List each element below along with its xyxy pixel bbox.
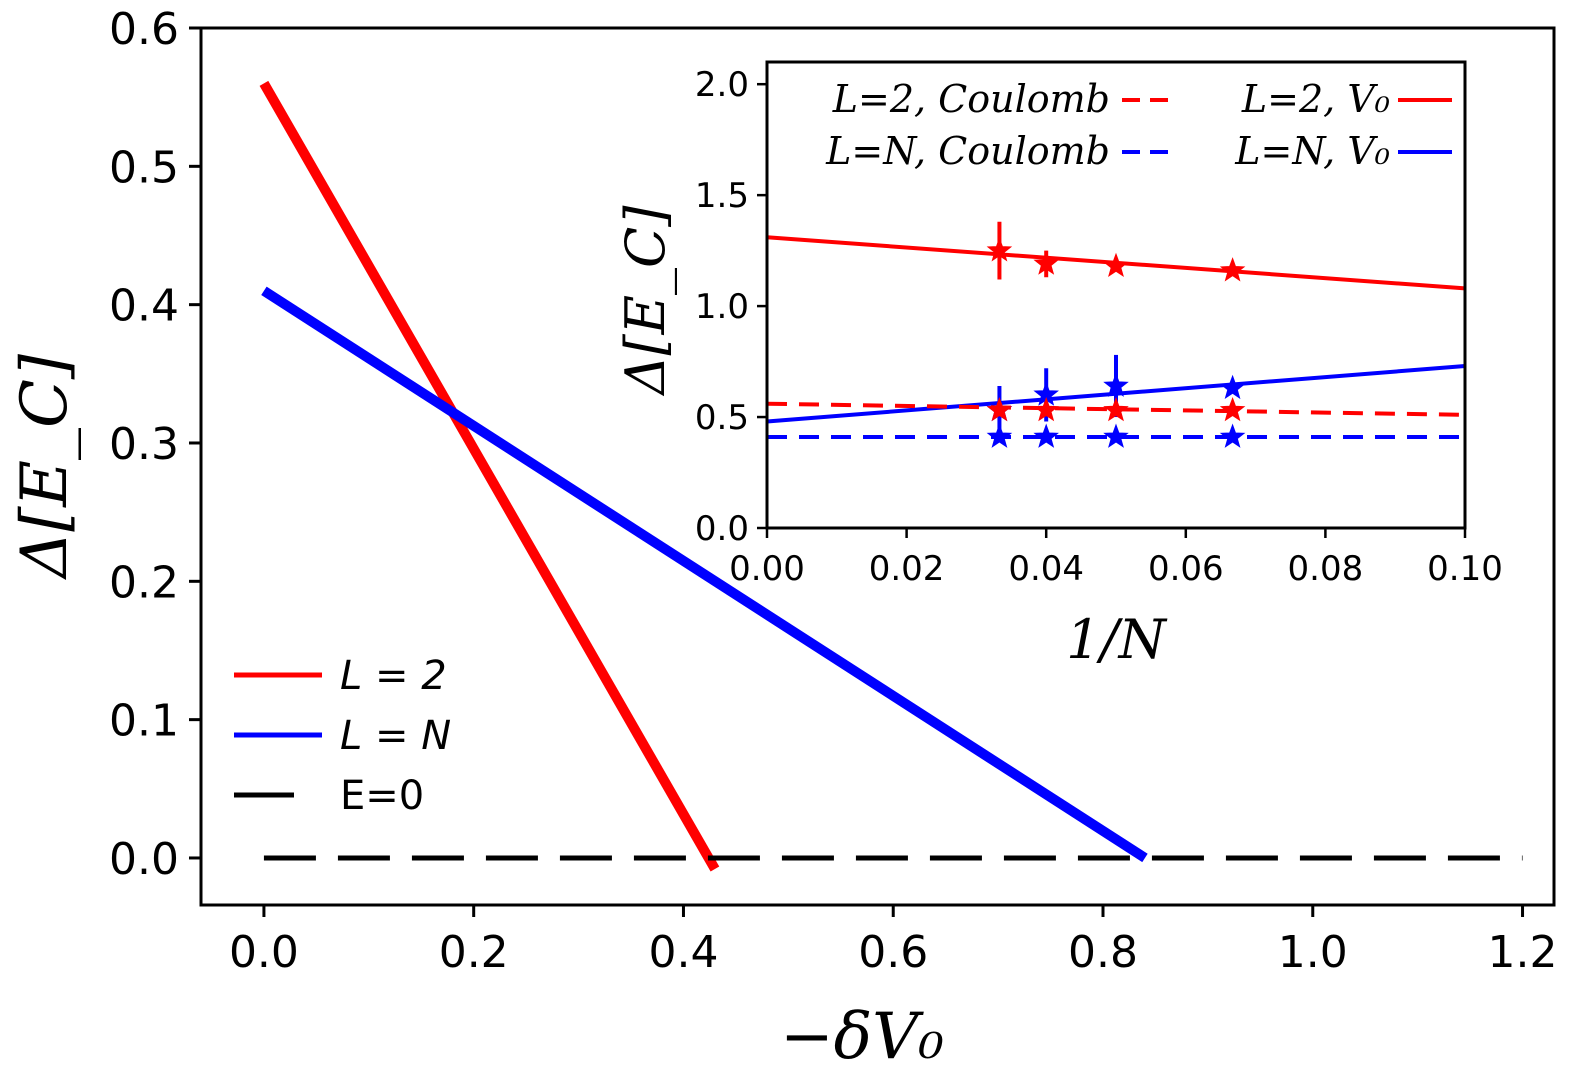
main-y-axis-label: Δ[E_C] [8, 353, 82, 581]
inset-axes: 0.00 0.02 0.04 0.06 0.08 0.10 0.0 0.5 1.0 1.5 2.0… [614, 60, 1503, 671]
main-y-ticks: 0.0 0.1 0.2 0.3 0.4 0.5 0.6 [109, 4, 201, 885]
main-x-tick-label: 0.2 [439, 927, 509, 978]
main-y-tick-label: 0.6 [109, 4, 179, 55]
inset-x-tick-label: 0.02 [869, 549, 945, 589]
inset-y-axis-label: Δ[E_C] [614, 205, 677, 397]
main-legend-label: L = 2 [340, 653, 447, 699]
inset-y-tick-label: 0.0 [695, 509, 749, 549]
inset-legend-label: L=N, Coulomb [825, 129, 1110, 173]
inset-legend-label: L=N, V₀ [1234, 129, 1390, 173]
inset-star-point [1103, 396, 1129, 422]
inset-star-point [986, 396, 1013, 422]
inset-star-point [1033, 423, 1059, 448]
inset-x-tick-label: 0.08 [1288, 549, 1364, 589]
inset-star-point [1219, 374, 1246, 400]
inset-x-axis-label: 1/N [1066, 608, 1168, 671]
inset-y-tick-label: 0.5 [695, 398, 749, 438]
inset-plot-frame [765, 60, 1467, 530]
main-series-line-0 [259, 80, 720, 872]
inset-star-point [1219, 257, 1246, 282]
inset-y-tick-label: 1.0 [695, 287, 749, 327]
inset-legend: L=2, Coulomb L=2, V₀ L=N, Coulomb L=N, V₀ [825, 77, 1452, 173]
inset-star-point [986, 423, 1013, 448]
main-series-line-1 [261, 286, 1148, 863]
inset-x-tick-label: 0.10 [1427, 549, 1503, 589]
main-legend-label: L = N [340, 713, 451, 759]
inset-y-tick-label: 2.0 [695, 65, 749, 105]
inset-star-point [1033, 250, 1059, 275]
inset-star-point [1103, 252, 1129, 278]
main-x-tick-label: 0.4 [648, 927, 718, 978]
main-plot-frame [199, 26, 1556, 907]
inset-background [767, 62, 1465, 528]
inset-x-tick-label: 0.04 [1008, 549, 1084, 589]
main-y-tick-label: 0.4 [109, 281, 179, 332]
inset-series [766, 221, 1466, 448]
inset-y-tick-label: 1.5 [695, 176, 749, 216]
main-x-axis-label: −δV₀ [780, 1000, 944, 1074]
main-legend: L = 2 L = N E=0 [234, 653, 451, 819]
inset-y-ticks: 0.0 0.5 1.0 1.5 2.0 [695, 65, 767, 549]
inset-star-point [1103, 372, 1129, 397]
main-x-tick-label: 1.0 [1278, 927, 1348, 978]
inset-legend-label: L=2, V₀ [1241, 77, 1390, 121]
inset-x-ticks: 0.00 0.02 0.04 0.06 0.08 0.10 [729, 528, 1503, 589]
main-x-tick-label: 0.0 [229, 927, 299, 978]
main-legend-label: E=0 [340, 773, 424, 819]
inset-star-point [1033, 396, 1059, 422]
inset-star-point [986, 237, 1013, 262]
inset-star-point [1103, 423, 1129, 448]
inset-legend-label: L=2, Coulomb [832, 77, 1110, 121]
inset-x-tick-label: 0.00 [729, 549, 805, 589]
main-y-tick-label: 0.0 [109, 834, 179, 885]
main-y-tick-label: 0.3 [109, 419, 179, 470]
main-y-tick-label: 0.2 [109, 557, 179, 608]
main-axes: 0.0 0.2 0.4 0.6 0.8 1.0 1.2 0.0 0.1 0.2 0.3 0.4 0.5… [8, 4, 1558, 1074]
inset-star-point [1219, 423, 1246, 448]
main-x-tick-label: 0.6 [858, 927, 928, 978]
inset-x-tick-label: 0.06 [1148, 549, 1224, 589]
main-y-tick-label: 0.5 [109, 142, 179, 193]
inset-star-point [1219, 396, 1246, 422]
main-series [259, 80, 1523, 872]
inset-fit-line-2 [766, 401, 1466, 417]
main-y-tick-label: 0.1 [109, 696, 179, 747]
main-x-ticks: 0.0 0.2 0.4 0.6 0.8 1.0 1.2 [229, 905, 1558, 978]
main-x-tick-label: 1.2 [1488, 927, 1558, 978]
main-x-tick-label: 0.8 [1068, 927, 1138, 978]
